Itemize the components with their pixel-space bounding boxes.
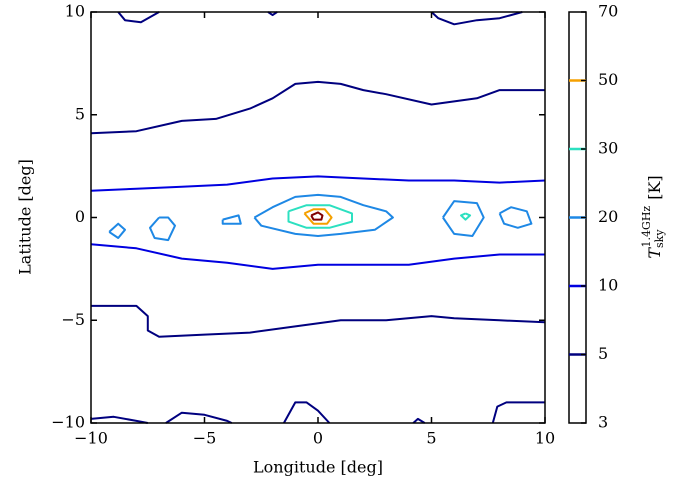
contour-line <box>91 304 546 338</box>
x-tick-label: −5 <box>193 429 217 448</box>
colorbar-tick-label: 5 <box>598 344 608 363</box>
colorbar-unit: [K] <box>645 175 664 199</box>
contour-line <box>310 211 324 221</box>
contour-line <box>303 208 333 225</box>
x-tick-label: 5 <box>426 429 436 448</box>
colorbar-superscript: 1.4GHz <box>640 206 653 248</box>
colorbar-label: Tsky1.4GHz [K] <box>640 175 666 258</box>
contour-line <box>498 206 533 229</box>
y-tick-label: −10 <box>51 413 85 432</box>
colorbar-tick-label: 3 <box>598 413 608 432</box>
x-tick-label: −10 <box>74 429 108 448</box>
contour-line <box>90 243 545 270</box>
contour-line <box>90 80 545 135</box>
contour-line <box>430 11 523 26</box>
y-axis-label: Latitude [deg] <box>16 159 35 275</box>
x-tick-label: 10 <box>535 429 555 448</box>
contour-line <box>491 401 545 424</box>
colorbar-subscript: sky <box>653 229 666 248</box>
colorbar-tick-label: 10 <box>598 276 618 295</box>
y-tick-label: 5 <box>75 104 85 123</box>
contour-line <box>149 216 176 242</box>
contour-line <box>267 11 278 17</box>
colorbar-tick-label: 30 <box>598 139 618 158</box>
contour-line <box>442 200 485 237</box>
y-tick-label: 10 <box>65 2 85 21</box>
contour-line <box>283 401 331 424</box>
colorbar-symbol: T <box>645 247 664 259</box>
contour-line <box>90 415 148 424</box>
colorbar-tick-label: 50 <box>598 70 618 89</box>
contour-line <box>165 411 233 424</box>
x-axis-label: Longitude [deg] <box>253 458 383 477</box>
y-tick-label: −5 <box>61 310 85 329</box>
contour-line <box>253 193 394 237</box>
contour-line <box>117 11 160 24</box>
y-tick-label: 0 <box>75 207 85 226</box>
contour-line <box>287 204 353 229</box>
contour-line <box>412 417 426 424</box>
contour-line <box>221 214 242 225</box>
x-tick-label: 0 <box>313 429 323 448</box>
contour-line <box>460 212 472 221</box>
colorbar-tick-label: 20 <box>598 207 618 226</box>
contour-line <box>90 175 546 192</box>
contour-line <box>108 222 126 239</box>
colorbar-tick-label: 70 <box>598 2 618 21</box>
